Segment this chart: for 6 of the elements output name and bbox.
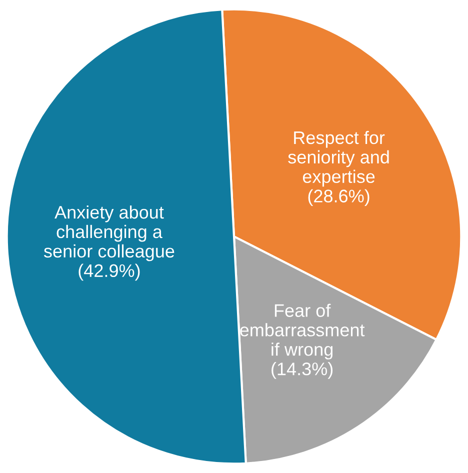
data-label: (42.9%) <box>78 264 140 281</box>
slice-label: Respect for seniority and expertise <box>288 130 389 187</box>
data-label: (28.6%) <box>308 189 370 206</box>
slice-label: Anxiety about challenging a senior colleague <box>44 205 174 262</box>
data-label: (14.3%) <box>272 362 333 379</box>
slice-label: Fear of embarrassment if wrong <box>240 304 365 360</box>
